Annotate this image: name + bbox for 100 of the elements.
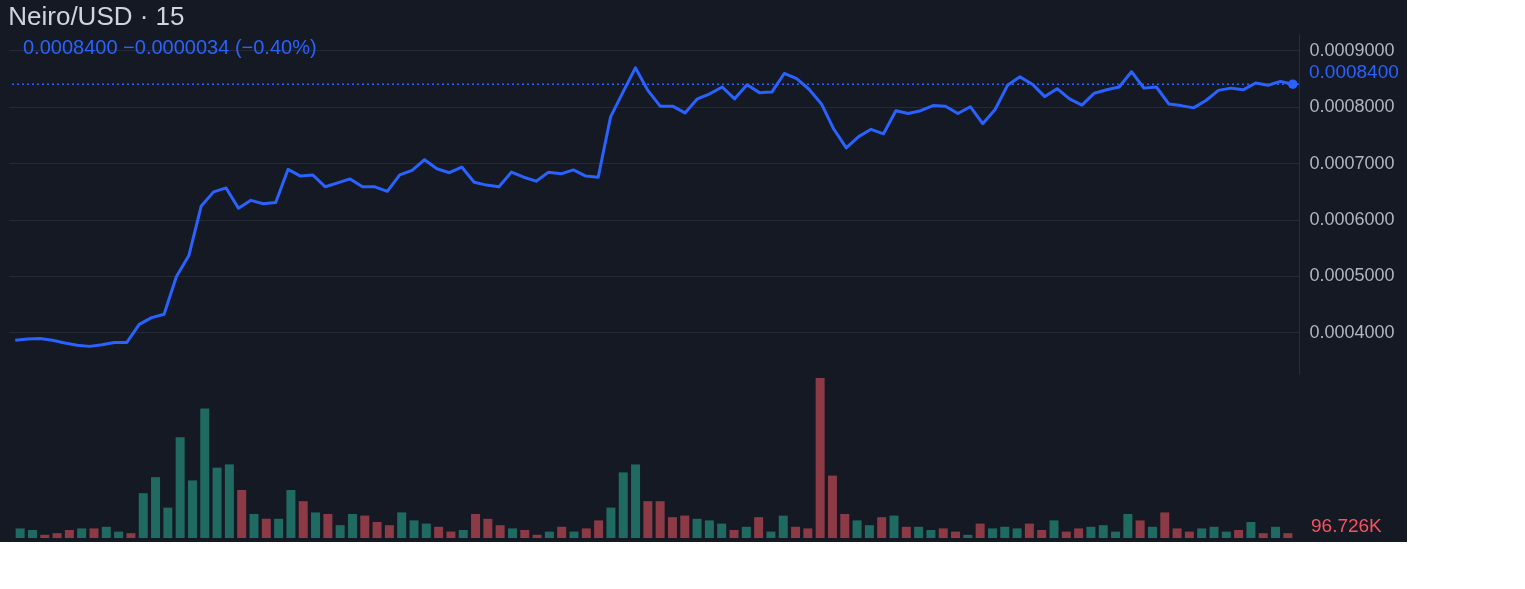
bar <box>77 528 87 538</box>
bar <box>631 464 641 538</box>
bar <box>692 518 702 538</box>
bar <box>778 515 788 538</box>
bar <box>594 520 604 538</box>
bar <box>507 528 517 538</box>
bar <box>1209 526 1219 538</box>
bar <box>483 518 493 538</box>
bar <box>1283 533 1293 538</box>
bar <box>938 528 948 538</box>
bar <box>1074 528 1084 538</box>
bar <box>791 526 801 538</box>
bar <box>606 507 616 538</box>
bar <box>126 533 136 538</box>
bar <box>335 525 345 538</box>
bar <box>151 477 161 538</box>
bar <box>569 531 579 538</box>
bar <box>581 528 591 538</box>
bar <box>311 512 321 538</box>
y-tick-label: 0.0006000 <box>1309 209 1395 230</box>
bar <box>323 514 333 538</box>
bar <box>827 475 837 538</box>
ref-line-label: 0.0008400 <box>1309 61 1399 83</box>
bar <box>1246 522 1256 538</box>
bar <box>987 528 997 538</box>
bar <box>421 523 431 538</box>
bar <box>360 515 370 538</box>
bar <box>520 530 530 538</box>
bar <box>1012 528 1022 538</box>
bar <box>1049 520 1059 538</box>
bar <box>27 530 37 538</box>
bar <box>754 517 764 538</box>
y-tick-label: 0.0007000 <box>1309 152 1395 173</box>
bar <box>544 531 554 538</box>
bar <box>815 378 825 538</box>
bar <box>458 530 468 538</box>
bar <box>951 531 961 538</box>
bar <box>1037 530 1047 538</box>
bar <box>914 526 924 538</box>
bar <box>138 493 148 538</box>
bar <box>224 464 234 538</box>
bar <box>803 528 813 538</box>
bar <box>1123 514 1133 538</box>
bar <box>729 530 739 538</box>
bar <box>212 467 222 538</box>
bar <box>557 526 567 538</box>
bar <box>1024 523 1034 538</box>
bar <box>114 531 124 538</box>
bar <box>64 530 74 538</box>
bar <box>237 490 247 538</box>
bar <box>1061 531 1071 538</box>
bar <box>1135 520 1145 538</box>
bar <box>434 526 444 538</box>
bar <box>187 480 197 538</box>
bar <box>889 515 899 538</box>
bar <box>926 530 936 538</box>
bar <box>1184 531 1194 538</box>
bar <box>852 520 862 538</box>
bar <box>1221 531 1231 538</box>
bar <box>495 525 505 538</box>
bar <box>618 472 628 538</box>
text: 96.726K <box>1311 515 1383 536</box>
bar <box>101 526 111 538</box>
y-tick-label: 0.0009000 <box>1309 39 1395 60</box>
bar <box>532 534 542 538</box>
bar <box>643 501 653 538</box>
bar <box>1111 531 1121 538</box>
bar <box>372 522 382 538</box>
bar <box>384 525 394 538</box>
bar <box>877 517 887 538</box>
bar <box>409 520 419 538</box>
bar <box>163 507 173 538</box>
bar <box>704 520 714 538</box>
bar <box>975 523 985 538</box>
bar <box>1147 526 1157 538</box>
bar <box>347 514 357 538</box>
bar <box>1258 533 1268 538</box>
bar <box>249 514 259 538</box>
bar <box>471 514 481 538</box>
y-tick-label: 0.0005000 <box>1309 265 1395 286</box>
bar <box>963 534 973 538</box>
bar <box>1160 512 1170 538</box>
bar <box>655 501 665 538</box>
bar <box>667 517 677 538</box>
bar <box>1000 526 1010 538</box>
bar <box>15 528 25 538</box>
bar <box>1234 530 1244 538</box>
bar <box>766 531 776 538</box>
bar <box>298 501 308 538</box>
bar <box>1271 526 1281 538</box>
bar <box>1197 528 1207 538</box>
bar <box>200 408 210 538</box>
bar <box>1098 525 1108 538</box>
bar <box>901 526 911 538</box>
bar <box>89 528 99 538</box>
bar <box>274 518 284 538</box>
bar <box>680 515 690 538</box>
bar <box>864 525 874 538</box>
y-tick-label: 0.0008000 <box>1309 96 1395 117</box>
bar <box>1172 528 1182 538</box>
